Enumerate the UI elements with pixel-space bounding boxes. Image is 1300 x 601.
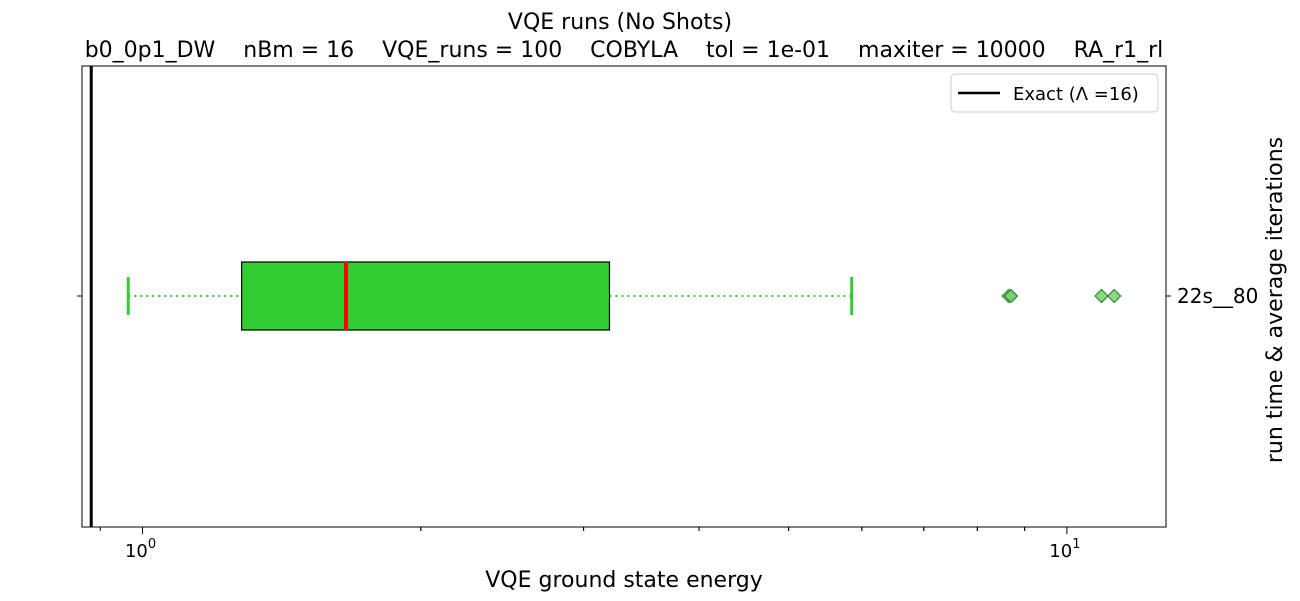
chart-title: VQE runs (No Shots) [508,10,732,35]
legend: Exact (Λ =16) [950,73,1159,113]
x-axis-label: VQE ground state energy [485,568,762,593]
chart-subtitle: b0_0p1_DW nBm = 16 VQE_runs = 100 COBYLA… [85,38,1164,63]
y-axis-label-right: run time & average iterations [1263,137,1288,463]
box-iqr [241,261,611,331]
outlier-point [1106,288,1122,304]
x-tick-label: 100 [125,537,156,562]
legend-exact-label: Exact (Λ =16) [1013,84,1139,105]
x-tick-label: 101 [1049,537,1080,562]
category-label: 22s__80 [1177,284,1258,308]
outlier-point [1003,288,1019,304]
plot-area: 100 101 22s__80 [77,66,1258,562]
legend-box [950,73,1159,113]
plot-frame [81,65,1167,528]
outlier-point [1094,288,1109,304]
